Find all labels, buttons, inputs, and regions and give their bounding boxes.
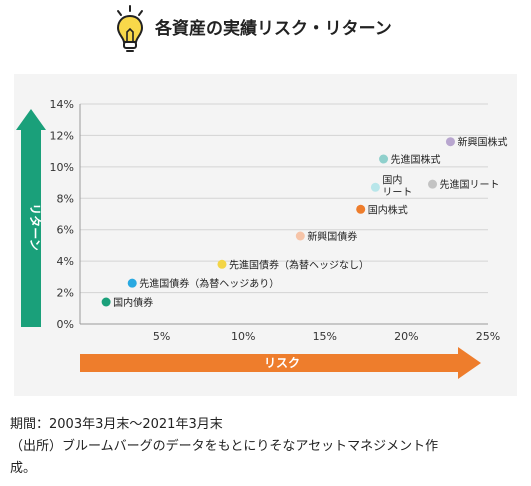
data-point [217, 259, 227, 269]
y-tick-label: 0% [57, 318, 74, 331]
source-note-line2: 成。 [10, 461, 37, 476]
data-point [101, 297, 111, 307]
x-tick-label: 20% [394, 330, 418, 343]
y-tick-label: 4% [57, 255, 74, 268]
data-label: 国内 [382, 173, 402, 186]
data-point [379, 154, 389, 164]
period-note: 期間：2003年3月末～2021年3月末 [10, 417, 223, 432]
data-label: 先進国株式 [391, 153, 441, 166]
axes [79, 104, 488, 325]
y-tick-label: 2% [57, 287, 74, 300]
chart-panel: 0% 2% 4% 6% 8% 10% 12% 14% 5% 10% 15% 20% 25% 国内債券 先… [14, 74, 517, 396]
data-point [127, 278, 137, 288]
x-tick-label: 5% [153, 330, 170, 343]
x-arrow-head [458, 347, 481, 379]
data-label: 新興国債券 [307, 230, 357, 243]
data-point [370, 182, 380, 192]
source-note-line1: （出所）ブルームバーグのデータをもとにりそなアセットマネジメント作 [10, 439, 439, 454]
y-axis-label: リターン [28, 203, 42, 250]
x-tick-label: 25% [476, 330, 500, 343]
footer-notes: 期間：2003年3月末～2021年3月末 （出所）ブルームバーグのデータをもとに… [10, 414, 520, 480]
x-tick-label: 10% [231, 330, 255, 343]
data-label: 先進国債券（為替ヘッジなし） [229, 258, 369, 271]
page-title: 各資産の実績リスク・リターン [155, 19, 392, 39]
grid-lines [80, 103, 488, 294]
data-label: リート [382, 187, 412, 198]
y-tick-label: 6% [57, 224, 74, 237]
data-label: 先進国リート [440, 179, 500, 191]
data-point [356, 204, 366, 214]
y-arrow-shaft [21, 130, 41, 327]
data-point [445, 137, 455, 147]
data-point [428, 179, 438, 189]
x-arrow-shaft [80, 354, 458, 372]
y-tick-label: 8% [57, 192, 74, 205]
y-axis-arrow: リターン [16, 109, 46, 327]
y-tick-label: 12% [50, 129, 74, 142]
x-axis-arrow: リスク [80, 347, 481, 379]
y-tick-label: 14% [50, 98, 74, 111]
data-label: 国内株式 [368, 203, 408, 216]
risk-return-chart: 0% 2% 4% 6% 8% 10% 12% 14% 5% 10% 15% 20% 25% 国内債券 先… [16, 98, 507, 379]
x-tick-labels: 5% 10% 15% 20% 25% [153, 330, 500, 343]
x-axis-label: リスク [264, 356, 300, 370]
data-points: 国内債券 先進国債券（為替ヘッジあり） 先進国債券（為替ヘッジなし） 新興国債券 国内株… [101, 136, 507, 309]
lightbulb-icon [116, 5, 144, 52]
data-point [295, 231, 305, 241]
y-tick-labels: 0% 2% 4% 6% 8% 10% 12% 14% [50, 98, 74, 331]
y-arrow-head [16, 109, 46, 130]
data-label: 国内債券 [113, 296, 153, 309]
x-tick-label: 15% [313, 330, 337, 343]
data-label: 先進国債券（為替ヘッジあり） [139, 277, 279, 290]
data-label: 新興国株式 [457, 136, 507, 149]
y-tick-label: 10% [50, 161, 74, 174]
header: 各資産の実績リスク・リターン [0, 0, 531, 60]
